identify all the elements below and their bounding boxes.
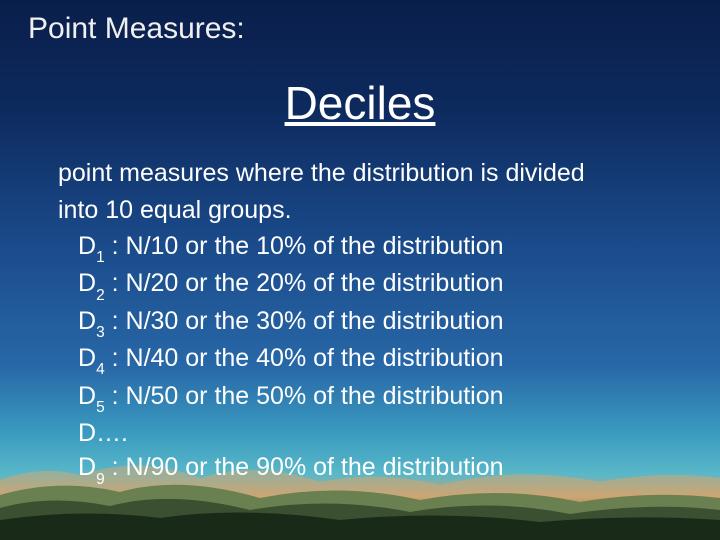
decile-text: : N/30 or the 30% of the distribution — [105, 307, 504, 335]
decile-text: : N/10 or the 10% of the distribution — [105, 232, 504, 260]
decile-subscript: 1 — [96, 249, 105, 266]
decile-text: : N/90 or the 90% of the distribution — [105, 453, 504, 481]
decile-label: D — [78, 344, 96, 372]
decile-subscript: 3 — [96, 324, 105, 341]
decile-label: D — [78, 382, 96, 410]
decile-text: : N/20 or the 20% of the distribution — [105, 269, 504, 297]
decile-item-last: D9 : N/90 or the 90% of the distribution — [58, 450, 680, 487]
intro-line-2: into 10 equal groups. — [58, 193, 680, 228]
intro-line-1: point measures where the distribution is… — [58, 156, 680, 191]
slide: Point Measures: Deciles point measures w… — [0, 0, 720, 540]
slide-header: Point Measures: — [28, 12, 245, 46]
decile-text: : N/40 or the 40% of the distribution — [105, 344, 504, 372]
decile-subscript: 5 — [96, 399, 105, 416]
decile-subscript: 2 — [96, 287, 105, 304]
decile-label: D — [78, 269, 96, 297]
decile-item: D4 : N/40 or the 40% of the distribution — [58, 341, 680, 378]
decile-label: D — [78, 453, 96, 481]
decile-item: D5 : N/50 or the 50% of the distribution — [58, 379, 680, 416]
decile-item: D2 : N/20 or the 20% of the distribution — [58, 266, 680, 303]
decile-subscript: 4 — [96, 361, 105, 378]
decile-subscript: 9 — [96, 471, 105, 488]
decile-label: D — [78, 232, 96, 260]
decile-item: D1 : N/10 or the 10% of the distribution — [58, 229, 680, 266]
slide-title: Deciles — [0, 76, 720, 130]
decile-text: : N/50 or the 50% of the distribution — [105, 382, 504, 410]
slide-body: point measures where the distribution is… — [58, 156, 680, 488]
decile-label: D — [78, 307, 96, 335]
decile-ellipsis: D…. — [58, 416, 680, 451]
decile-item: D3 : N/30 or the 30% of the distribution — [58, 304, 680, 341]
